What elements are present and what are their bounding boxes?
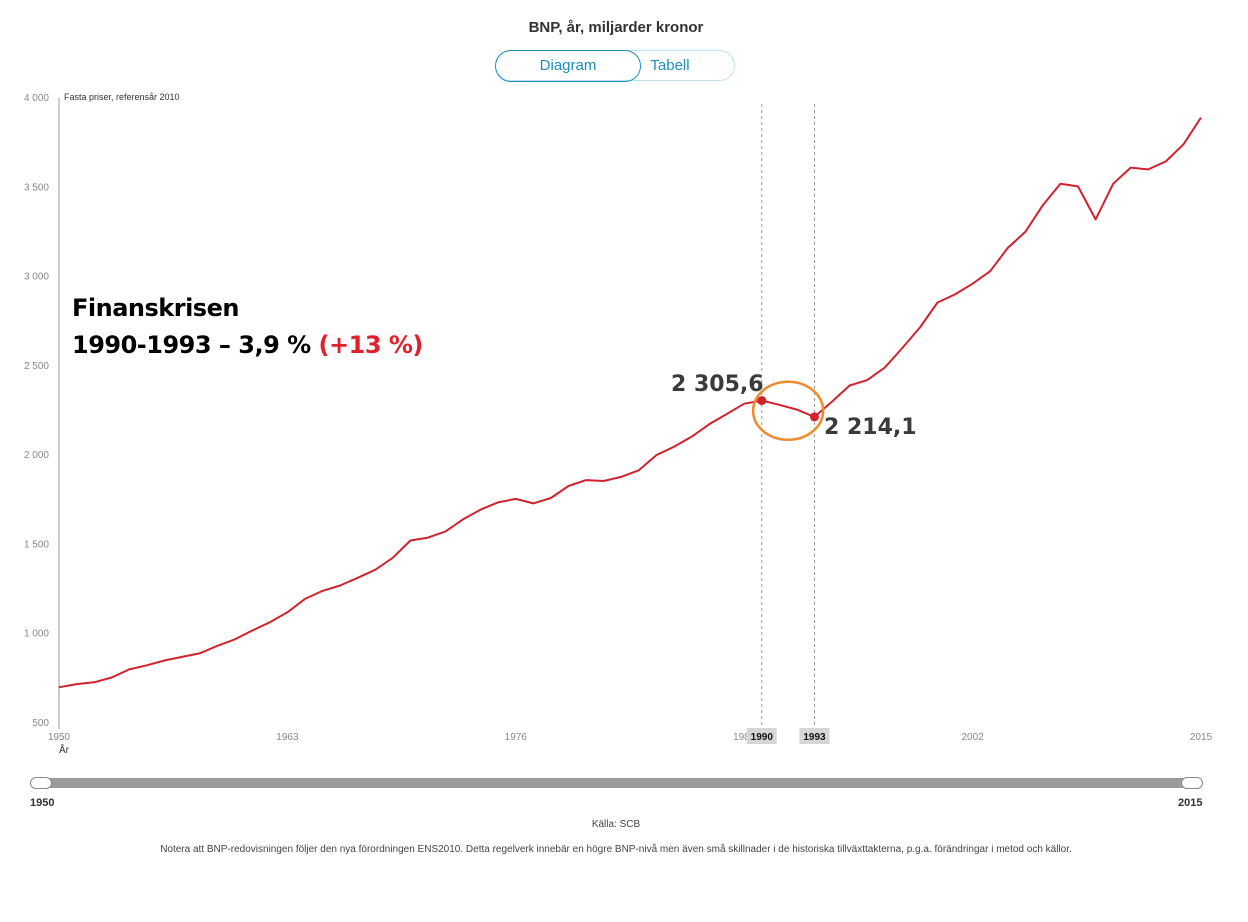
slider-handle-start[interactable] (30, 777, 52, 789)
y-tick-label: 4 000 (24, 93, 49, 104)
annotation-heading: Finanskrisen (72, 294, 239, 322)
x-tick-label: 1950 (48, 732, 71, 743)
x-tick-label: 1963 (276, 732, 299, 743)
highlight-badge-1990 (746, 728, 777, 744)
y-tick-label: 2 000 (24, 450, 49, 461)
x-tick-label: 1976 (505, 732, 528, 743)
range-slider[interactable] (30, 777, 1203, 789)
chart-title: BNP, år, miljarder kronor (528, 19, 704, 36)
tab-tabell[interactable]: Tabell (650, 57, 690, 74)
slider-handle-end[interactable] (1181, 777, 1203, 789)
tab-diagram[interactable]: Diagram (495, 50, 641, 82)
range-end-label: 2015 (1178, 797, 1203, 809)
slider-track[interactable] (30, 778, 1203, 788)
y-tick-label: 3 000 (24, 272, 49, 283)
crisis-annotation: Finanskrisen 1990-1993 – 3,9 % (+13 %) (72, 290, 423, 364)
x-tick-label: 2015 (1190, 732, 1213, 743)
highlight-points (757, 396, 819, 422)
bnp-series-line (58, 117, 1202, 689)
y-tick-label: 1 000 (24, 629, 49, 640)
range-start-label: 1950 (30, 797, 55, 809)
data-point-1990 (757, 396, 767, 406)
x-tick-label: 1989 (733, 732, 756, 743)
methodology-note: Notera att BNP-redovisningen följer den … (160, 844, 1072, 855)
highlight-markers: 1990 1993 (746, 104, 830, 744)
highlight-year-label: 1993 (803, 732, 826, 743)
highlight-badge-1993 (799, 728, 830, 744)
view-toggle: Diagram Tabell (495, 50, 735, 82)
y-tick-labels: 500 1 000 1 500 2 000 2 500 3 000 3 500 4 000 (24, 93, 49, 729)
crisis-circle-annotation (751, 380, 825, 441)
y-tick-label: 500 (32, 718, 49, 729)
y-tick-label: 2 500 (24, 361, 49, 372)
value-label-1990: 2 305,6 (671, 372, 764, 397)
x-tick-label: 2002 (961, 732, 984, 743)
annotation-period-text: 1990-1993 – 3,9 % (72, 331, 311, 359)
source-note: Källa: SCB (591, 819, 641, 830)
data-point-1993 (809, 412, 819, 422)
x-axis-label: År (59, 743, 70, 756)
chart-subtitle: Fasta priser, referensår 2010 (64, 92, 180, 102)
y-tick-label: 1 500 (24, 539, 49, 550)
annotation-period: 1990-1993 – 3,9 % (+13 %) (72, 327, 423, 364)
highlight-year-label: 1990 (751, 732, 774, 743)
x-tick-labels: 1950 1963 1976 1989 2002 2015 (48, 732, 1213, 743)
y-tick-label: 3 500 (24, 182, 49, 193)
value-label-1993: 2 214,1 (824, 415, 917, 440)
annotation-change: (+13 %) (318, 331, 424, 359)
